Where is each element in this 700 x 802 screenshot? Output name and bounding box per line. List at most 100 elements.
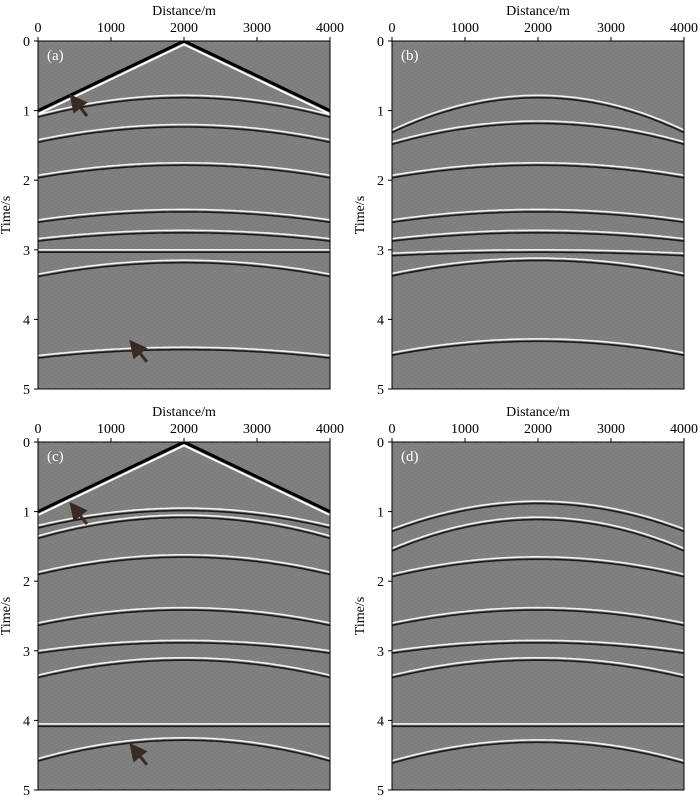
event-bright-1: [38, 123, 330, 141]
direct-wave-dark: [38, 41, 330, 112]
x-tick-label: 2000: [524, 422, 552, 437]
y-axis-label: Time/s: [353, 597, 368, 635]
x-tick-label: 0: [389, 21, 396, 36]
event-bright-6: [392, 257, 684, 275]
event-bright-3: [38, 606, 330, 624]
x-tick-label: 1000: [451, 21, 479, 36]
direct-wave-dark: [38, 442, 330, 513]
panel-d: 0 1000 2000 3000 4000 0 1 2 3 4 5 Distance/m Time/s (…: [353, 405, 698, 799]
y-tick-label: 1: [23, 506, 30, 521]
event-bright-7: [392, 338, 684, 354]
y-tick-label: 0: [377, 436, 384, 451]
x-tick-label: 0: [35, 422, 42, 437]
event-dark-7: [392, 340, 684, 356]
event-bright-4: [392, 639, 684, 652]
event-bright-0: [392, 94, 684, 131]
event-dark-6: [392, 259, 684, 277]
y-tick-label: 4: [377, 313, 384, 328]
event-dark-2: [392, 164, 684, 179]
panel-b: 0 1000 2000 3000 4000 0 1 2 3 4 5 Distance/m Time/s (…: [353, 4, 698, 398]
panel-label: (a): [47, 48, 64, 64]
panel-label: (c): [47, 449, 64, 465]
seismic-events: [392, 500, 684, 764]
event-dark-1: [38, 126, 330, 144]
y-tick-label: 0: [377, 35, 384, 50]
x-tick-label: 4000: [316, 422, 344, 437]
event-dark-4: [38, 641, 330, 654]
event-dark-5: [38, 659, 330, 679]
event-dark-0: [392, 502, 684, 533]
seismic-background: [38, 442, 330, 790]
y-axis-label: Time/s: [353, 196, 368, 234]
event-dark-1: [38, 516, 330, 540]
y-tick-label: 5: [23, 383, 30, 398]
x-tick-label: 1000: [97, 21, 125, 36]
event-bright-2: [392, 162, 684, 177]
event-dark-2: [392, 558, 684, 578]
seismic-events: [392, 94, 684, 356]
direct-wave-bright: [38, 43, 330, 115]
x-tick-label: 2000: [170, 422, 198, 437]
event-dark-1: [392, 122, 684, 146]
panel-label: (d): [401, 449, 419, 465]
event-bright-7: [38, 736, 330, 760]
x-axis-label: Distance/m: [152, 405, 216, 420]
event-dark-2: [38, 164, 330, 179]
event-dark-3: [38, 609, 330, 627]
y-tick-label: 5: [23, 784, 30, 799]
event-bright-7: [38, 346, 330, 357]
event-bright-7: [392, 739, 684, 762]
event-bright-3: [392, 208, 684, 221]
y-tick-label: 3: [377, 244, 384, 259]
event-bright-1: [392, 120, 684, 143]
event-dark-5: [392, 659, 684, 679]
annotation-arrow-0: [69, 94, 89, 118]
x-tick-label: 0: [389, 422, 396, 437]
y-tick-label: 4: [23, 313, 30, 328]
annotation-arrow-1: [129, 742, 149, 766]
event-bright-5: [392, 249, 684, 255]
direct-wave-bright: [38, 444, 330, 516]
x-tick-label: 1000: [97, 422, 125, 437]
event-bright-6: [38, 259, 330, 275]
event-dark-0: [392, 96, 684, 134]
y-tick-label: 2: [377, 174, 384, 189]
event-bright-5: [392, 656, 684, 676]
event-dark-3: [392, 609, 684, 627]
y-tick-label: 2: [377, 575, 384, 590]
event-bright-4: [392, 229, 684, 240]
x-tick-label: 3000: [243, 21, 271, 36]
panel-c: 0 1000 2000 3000 4000 0 1 2 3 4 5 Distance/m Time/s (…: [0, 405, 344, 799]
event-dark-7: [38, 348, 330, 359]
annotation-arrow-0: [69, 502, 89, 525]
y-tick-label: 3: [23, 645, 30, 660]
panel-a: 0 1000 2000 3000 4000 0 1 2 3 4 5 Distance/m Time/s (…: [0, 4, 344, 398]
event-dark-1: [392, 518, 684, 552]
y-axis-label: Time/s: [0, 196, 14, 234]
event-bright-2: [38, 162, 330, 177]
y-tick-label: 3: [377, 645, 384, 660]
event-dark-4: [392, 231, 684, 242]
y-tick-label: 5: [377, 383, 384, 398]
x-tick-label: 2000: [170, 21, 198, 36]
y-tick-label: 1: [377, 105, 384, 120]
x-tick-label: 4000: [670, 422, 698, 437]
x-tick-label: 3000: [597, 21, 625, 36]
y-tick-label: 5: [377, 784, 384, 799]
event-bright-3: [392, 606, 684, 624]
y-tick-label: 1: [377, 506, 384, 521]
y-tick-label: 1: [23, 105, 30, 120]
y-tick-label: 4: [23, 714, 30, 729]
event-bright-5: [38, 656, 330, 676]
y-tick-label: 2: [23, 575, 30, 590]
event-bright-4: [38, 639, 330, 652]
x-tick-label: 3000: [597, 422, 625, 437]
event-dark-3: [392, 211, 684, 224]
seismic-background: [392, 442, 684, 790]
event-bright-3: [38, 208, 330, 221]
seismic-background: [392, 41, 684, 389]
event-bright-0: [392, 500, 684, 530]
x-tick-label: 1000: [451, 422, 479, 437]
annotation-arrow-1: [129, 339, 149, 363]
